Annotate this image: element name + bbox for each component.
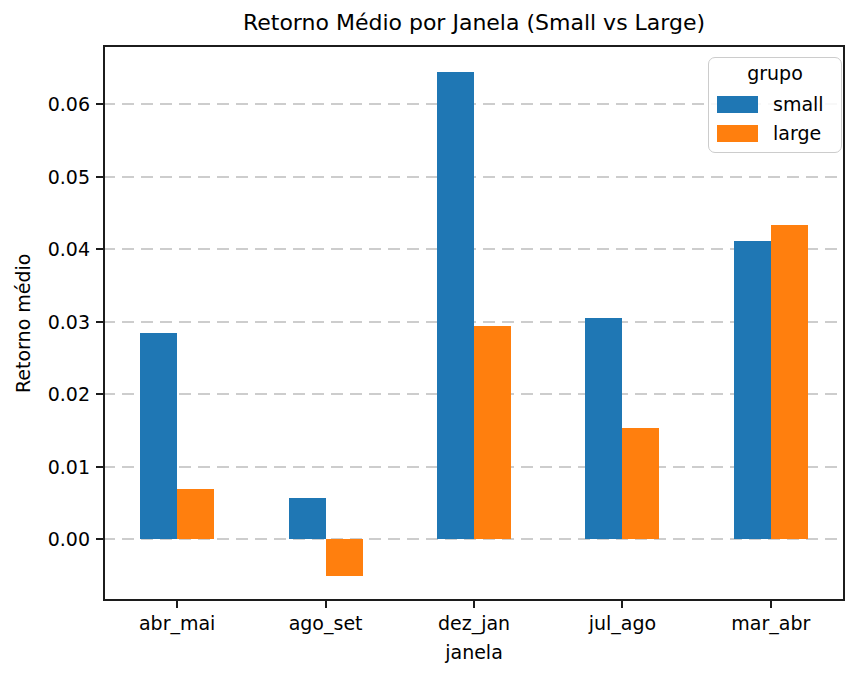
x-tick-label: ago_set <box>252 612 400 635</box>
x-tick-mark <box>176 601 178 608</box>
x-tick-label: jul_ago <box>548 612 696 635</box>
legend-label-small: small <box>773 92 824 117</box>
y-tick-label: 0.04 <box>0 238 90 260</box>
x-tick-mark <box>621 601 623 608</box>
y-tick-label: 0.00 <box>0 528 90 550</box>
figure: Retorno Médio por Janela (Small vs Large… <box>0 0 863 681</box>
y-tick-mark <box>96 103 103 105</box>
y-tick-mark <box>96 248 103 250</box>
grid-line-y <box>103 176 845 178</box>
bar-mar_abr-large <box>771 225 808 539</box>
bar-abr_mai-large <box>177 489 214 540</box>
x-tick-mark <box>325 601 327 608</box>
y-tick-label: 0.03 <box>0 311 90 333</box>
bar-jul_ago-large <box>622 428 659 540</box>
x-tick-mark <box>473 601 475 608</box>
y-tick-label: 0.01 <box>0 456 90 478</box>
x-tick-label: dez_jan <box>400 612 548 635</box>
y-tick-mark <box>96 538 103 540</box>
legend-title: grupo <box>709 61 841 86</box>
legend: grupo small large <box>708 57 842 153</box>
bar-dez_jan-small <box>437 72 474 540</box>
chart-title: Retorno Médio por Janela (Small vs Large… <box>103 9 845 36</box>
legend-swatch-large <box>717 125 758 142</box>
bar-abr_mai-small <box>140 333 177 539</box>
legend-label-large: large <box>773 121 821 146</box>
x-axis-label: janela <box>103 641 845 664</box>
y-tick-mark <box>96 176 103 178</box>
x-tick-label: abr_mai <box>103 612 251 635</box>
x-tick-label: mar_abr <box>697 612 845 635</box>
bar-ago_set-small <box>289 498 326 539</box>
legend-entry-small: small <box>717 92 841 117</box>
legend-swatch-small <box>717 96 758 113</box>
y-tick-label: 0.02 <box>0 383 90 405</box>
bar-mar_abr-small <box>734 241 771 539</box>
bar-ago_set-large <box>326 539 363 576</box>
y-tick-label: 0.05 <box>0 166 90 188</box>
y-tick-mark <box>96 321 103 323</box>
y-tick-mark <box>96 393 103 395</box>
y-tick-label: 0.06 <box>0 93 90 115</box>
y-tick-mark <box>96 466 103 468</box>
bar-dez_jan-large <box>474 326 511 540</box>
legend-entry-large: large <box>717 121 841 146</box>
x-tick-mark <box>770 601 772 608</box>
bar-jul_ago-small <box>585 318 622 539</box>
